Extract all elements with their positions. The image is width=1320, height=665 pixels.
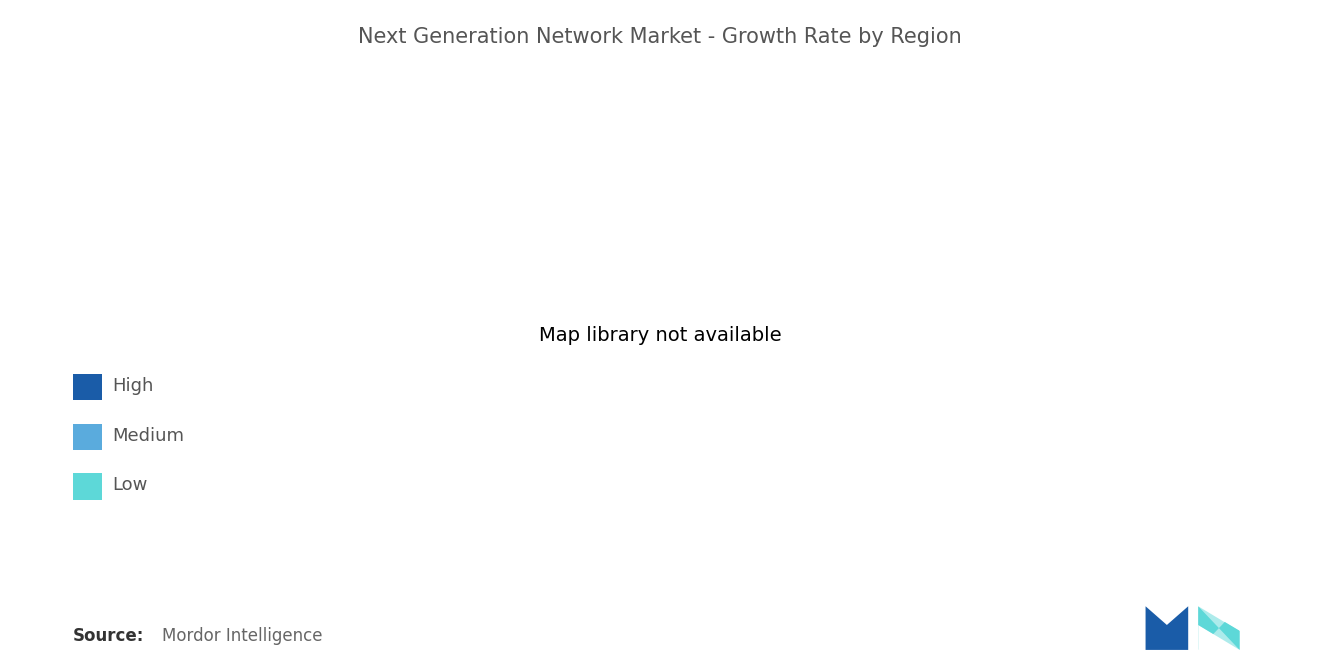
Text: Source:: Source:	[73, 627, 144, 645]
Text: Mordor Intelligence: Mordor Intelligence	[162, 627, 323, 645]
Text: Next Generation Network Market - Growth Rate by Region: Next Generation Network Market - Growth …	[358, 27, 962, 47]
Polygon shape	[1199, 606, 1239, 631]
Text: Low: Low	[112, 476, 148, 495]
Polygon shape	[1199, 606, 1239, 650]
Polygon shape	[1199, 625, 1239, 650]
Text: High: High	[112, 376, 153, 395]
Text: Medium: Medium	[112, 426, 185, 445]
Polygon shape	[1189, 603, 1197, 653]
Text: Map library not available: Map library not available	[539, 327, 781, 345]
Polygon shape	[1199, 606, 1239, 650]
Polygon shape	[1146, 606, 1188, 650]
